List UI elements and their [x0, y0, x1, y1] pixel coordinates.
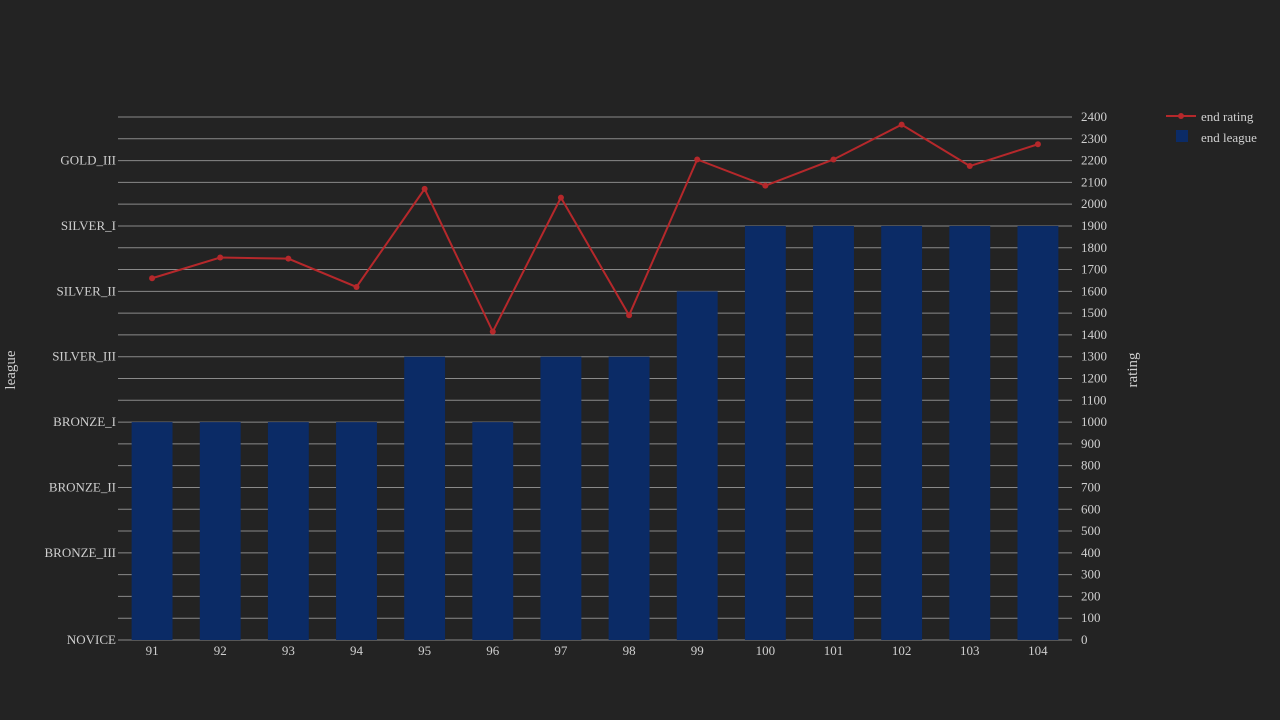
rating-point[interactable]	[353, 283, 360, 290]
bar[interactable]	[131, 422, 173, 640]
left-tick-label: BRONZE_II	[49, 479, 116, 494]
x-tick-label: 103	[960, 643, 980, 658]
x-tick-label: 100	[756, 643, 776, 658]
x-tick-label: 102	[892, 643, 912, 658]
right-tick-label: 2200	[1081, 153, 1107, 168]
bar[interactable]	[267, 422, 309, 640]
rating-point[interactable]	[421, 185, 428, 192]
rating-point[interactable]	[966, 163, 973, 170]
bar[interactable]	[1017, 225, 1059, 641]
bars-end-league	[131, 225, 1059, 641]
bar[interactable]	[813, 225, 854, 641]
right-tick-label: 2300	[1081, 131, 1107, 146]
bar[interactable]	[472, 422, 514, 640]
bar[interactable]	[336, 422, 377, 640]
bar[interactable]	[676, 291, 718, 640]
right-tick-label: 300	[1081, 567, 1101, 582]
bar[interactable]	[949, 225, 991, 641]
left-tick-label: NOVICE	[67, 632, 116, 647]
x-tick-label: 98	[623, 643, 636, 658]
right-axis-title: rating	[1125, 352, 1141, 387]
legend-label-end-league[interactable]: end league	[1201, 130, 1257, 145]
right-tick-label: 1700	[1081, 262, 1107, 277]
x-tick-label: 101	[824, 643, 844, 658]
right-tick-label: 1400	[1081, 327, 1107, 342]
rating-point[interactable]	[694, 156, 701, 163]
left-tick-label: SILVER_I	[61, 218, 116, 233]
left-tick-label: BRONZE_I	[53, 414, 116, 429]
rating-point[interactable]	[557, 194, 564, 201]
x-tick-label: 92	[214, 643, 227, 658]
right-tick-label: 1600	[1081, 283, 1107, 298]
left-tick-label: SILVER_III	[52, 349, 116, 364]
left-axis-ticks: NOVICE BRONZE_III BRONZE_II BRONZE_I SILVER_…	[45, 153, 117, 647]
right-tick-label: 1800	[1081, 240, 1107, 255]
right-tick-label: 2000	[1081, 196, 1107, 211]
left-axis-title: league	[3, 350, 19, 389]
legend-bar-swatch[interactable]	[1176, 130, 1188, 142]
right-tick-label: 600	[1081, 501, 1101, 516]
rating-point[interactable]	[489, 328, 496, 335]
rating-point[interactable]	[762, 182, 769, 189]
bar[interactable]	[199, 422, 241, 640]
rating-point[interactable]	[1034, 141, 1041, 148]
x-tick-label: 93	[282, 643, 295, 658]
legend-label-end-rating[interactable]: end rating	[1201, 109, 1254, 124]
gridlines	[118, 116, 1072, 641]
rating-point[interactable]	[217, 254, 224, 261]
right-tick-label: 1900	[1081, 218, 1107, 233]
right-tick-label: 1000	[1081, 414, 1107, 429]
x-tick-label: 95	[418, 643, 431, 658]
right-tick-label: 2400	[1081, 109, 1107, 124]
right-tick-label: 400	[1081, 545, 1101, 560]
right-tick-label: 1500	[1081, 305, 1107, 320]
right-tick-label: 700	[1081, 479, 1101, 494]
x-tick-label: 96	[486, 643, 500, 658]
left-tick-label: SILVER_II	[57, 283, 116, 298]
left-tick-label: BRONZE_III	[45, 545, 117, 560]
rating-point[interactable]	[149, 275, 156, 282]
x-axis-ticks: 91 92 93 94 95 96 97 98 99 100 101 102 103 104	[146, 643, 1049, 658]
right-tick-label: 1100	[1081, 392, 1107, 407]
legend: end rating end league	[1166, 109, 1257, 145]
rating-point[interactable]	[285, 255, 292, 262]
x-tick-label: 97	[554, 643, 568, 658]
right-tick-label: 1200	[1081, 371, 1107, 386]
rating-line	[151, 123, 1039, 334]
right-tick-label: 1300	[1081, 349, 1107, 364]
right-tick-label: 900	[1081, 436, 1101, 451]
left-tick-label: GOLD_III	[60, 153, 116, 168]
right-tick-label: 800	[1081, 458, 1101, 473]
rating-point[interactable]	[830, 156, 837, 163]
right-tick-label: 500	[1081, 523, 1101, 538]
rating-point[interactable]	[898, 121, 905, 128]
bar[interactable]	[540, 356, 582, 640]
right-axis-ticks: 0 100 200 300 400 500 600 700 800 900 1000 1100 1200…	[1081, 109, 1107, 647]
x-tick-label: 91	[146, 643, 159, 658]
legend-line-marker	[1178, 113, 1184, 119]
x-tick-label: 94	[350, 643, 364, 658]
right-tick-label: 100	[1081, 610, 1101, 625]
x-tick-label: 104	[1028, 643, 1048, 658]
bar[interactable]	[881, 225, 923, 641]
bar[interactable]	[608, 356, 650, 640]
right-tick-label: 200	[1081, 588, 1101, 603]
line-end-rating	[149, 121, 1041, 335]
rating-point[interactable]	[626, 312, 633, 319]
x-tick-label: 99	[691, 643, 704, 658]
right-tick-label: 0	[1081, 632, 1088, 647]
bar[interactable]	[744, 225, 786, 641]
right-tick-label: 2100	[1081, 174, 1107, 189]
bar[interactable]	[404, 356, 446, 640]
